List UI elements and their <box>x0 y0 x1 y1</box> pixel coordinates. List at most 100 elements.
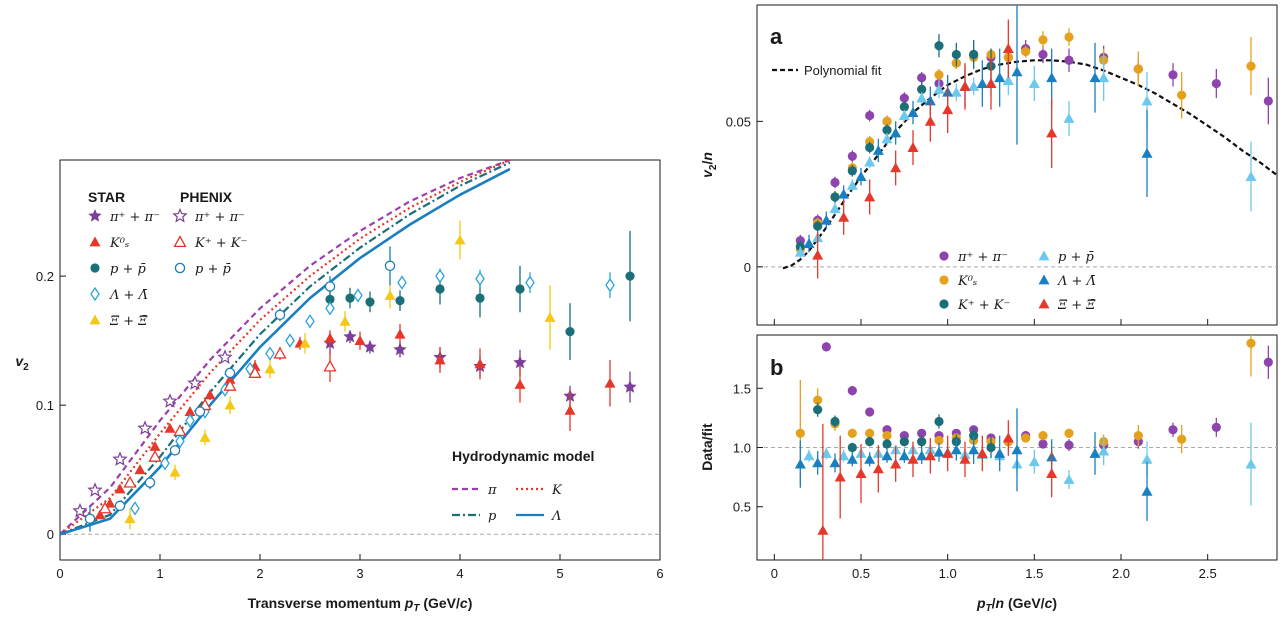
data-point <box>924 115 936 126</box>
legend-marker <box>90 286 100 302</box>
series-4 <box>803 5 1153 253</box>
legend-group-star: STAR <box>88 189 125 205</box>
x-tick-label: 2 <box>256 566 263 581</box>
data-point <box>881 133 893 144</box>
data-point <box>933 83 945 94</box>
data-point <box>898 110 910 120</box>
data-point <box>1046 127 1058 138</box>
data-point <box>1245 458 1257 469</box>
data-point <box>137 420 153 435</box>
data-point <box>1133 431 1143 441</box>
data-point <box>323 359 337 372</box>
data-point <box>130 501 140 516</box>
data-point <box>194 406 206 417</box>
data-point <box>475 293 485 303</box>
data-point <box>812 249 824 260</box>
data-point <box>847 428 857 438</box>
data-point <box>864 453 876 464</box>
data-point <box>924 450 936 461</box>
data-point <box>324 281 336 292</box>
data-point <box>817 524 829 535</box>
legend-group-phenix: PHENIX <box>180 189 233 205</box>
data-point <box>325 294 335 304</box>
data-point <box>838 211 850 222</box>
data-point <box>882 431 892 441</box>
data-point <box>434 354 446 365</box>
data-point <box>865 142 875 153</box>
data-point <box>864 156 876 167</box>
data-point <box>1064 428 1074 438</box>
data-point <box>397 275 407 290</box>
data-point <box>942 447 954 458</box>
data-point <box>924 95 936 106</box>
data-point <box>899 93 909 103</box>
data-point <box>148 449 162 462</box>
data-point <box>1141 453 1153 464</box>
y-axis-label: v2 <box>15 353 29 373</box>
data-point <box>1038 439 1048 449</box>
data-point <box>144 477 156 488</box>
data-point <box>525 275 535 290</box>
panel-b-label: b <box>770 355 783 380</box>
panel-a-y-label: v2/n <box>699 152 719 178</box>
x-tick-label: 4 <box>456 566 463 581</box>
data-point <box>1011 66 1023 77</box>
data-point <box>794 458 806 469</box>
legend-marker <box>172 207 188 223</box>
data-point <box>162 393 178 408</box>
data-point <box>564 404 576 415</box>
data-point <box>1011 444 1023 455</box>
data-point <box>1141 95 1153 106</box>
data-point <box>353 288 363 303</box>
legend-marker <box>939 275 949 285</box>
data-point <box>1245 171 1257 182</box>
data-point <box>1098 72 1110 83</box>
data-point <box>803 450 815 461</box>
data-point <box>169 466 181 477</box>
data-point <box>160 456 170 471</box>
x-tick-label: 0 <box>56 566 63 581</box>
data-point <box>917 428 927 438</box>
data-point <box>1089 447 1101 458</box>
data-point <box>394 328 406 339</box>
data-point <box>1038 49 1048 60</box>
data-point <box>114 483 126 494</box>
legend-marker <box>174 262 186 274</box>
data-point <box>933 446 945 457</box>
data-point <box>1177 434 1187 444</box>
legend-label: K⁰ₛ <box>957 274 977 289</box>
data-point <box>934 416 944 427</box>
data-point <box>813 395 823 405</box>
x-tick-label: 2.5 <box>1199 566 1217 581</box>
fit-legend-label: Polynomial fit <box>804 63 882 78</box>
data-point <box>795 241 805 252</box>
data-point <box>794 246 806 257</box>
data-point <box>899 102 909 112</box>
data-point <box>917 84 927 94</box>
data-point <box>187 375 203 390</box>
data-point <box>124 513 136 524</box>
data-point <box>907 142 919 152</box>
data-point <box>795 428 805 438</box>
data-point <box>820 214 832 225</box>
data-point <box>1002 43 1014 54</box>
y-tick-label: 1.5 <box>733 381 751 396</box>
legend-label: K⁺ + K⁻ <box>957 298 1010 313</box>
data-point <box>890 127 902 138</box>
data-point <box>855 171 867 182</box>
data-point <box>365 297 375 307</box>
model-curve <box>60 167 511 536</box>
data-point <box>223 378 237 391</box>
legend-marker <box>1038 298 1050 309</box>
model-legend-label: K <box>551 483 563 498</box>
series-2 <box>325 230 635 360</box>
data-point <box>184 406 196 417</box>
data-point <box>847 386 857 396</box>
series-4 <box>794 408 1153 521</box>
legend-label: π⁺ + π⁻ <box>957 250 1008 265</box>
x-tick-label: 1 <box>156 566 163 581</box>
data-point <box>986 442 996 453</box>
data-point <box>1046 468 1058 478</box>
data-point <box>435 268 445 284</box>
x-tick-label: 6 <box>656 566 663 581</box>
